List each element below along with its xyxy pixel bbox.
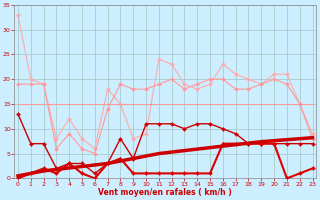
X-axis label: Vent moyen/en rafales ( km/h ): Vent moyen/en rafales ( km/h ): [98, 188, 232, 197]
